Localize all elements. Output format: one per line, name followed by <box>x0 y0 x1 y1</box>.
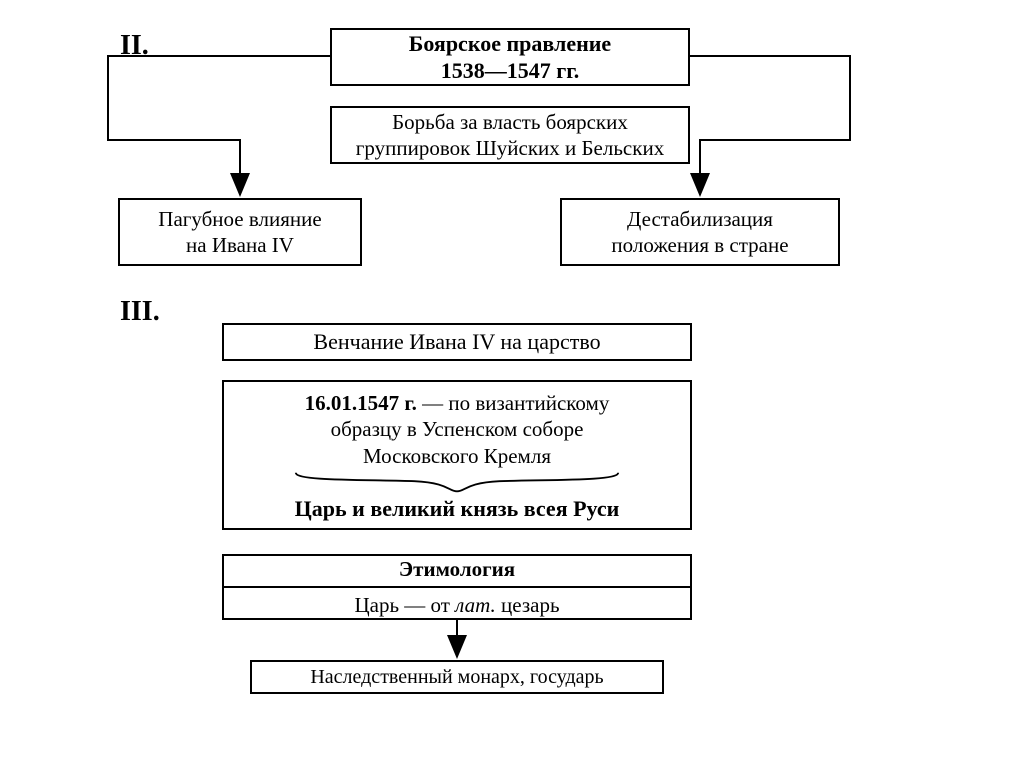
box7-line: Царь — от лат. цезарь <box>354 588 559 622</box>
box-etymology: Этимология Царь — от лат. цезарь <box>222 554 692 620</box>
box3-line2: на Ивана IV <box>186 232 294 258</box>
box1-line1: Боярское правление <box>409 30 611 58</box>
box6-line3: Московского Кремля <box>363 443 551 469</box>
box7-title: Этимология <box>224 552 690 588</box>
box7-b: цезарь <box>496 593 560 617</box>
box6-rest1: — по византийскому <box>417 391 610 415</box>
box1-line2: 1538—1547 гг. <box>441 57 580 85</box>
box6-result: Царь и великий князь всея Руси <box>295 495 620 523</box>
box8-text: Наследственный монарх, государь <box>310 665 603 690</box>
box-monarch: Наследственный монарх, государь <box>250 660 664 694</box>
box-coronation: Венчание Ивана IV на царство <box>222 323 692 361</box>
box7-italic: лат. <box>455 593 496 617</box>
box6-date: 16.01.1547 г. <box>305 391 417 415</box>
box6-line2: образцу в Успенском соборе <box>331 416 584 442</box>
box4-line1: Дестабилизация <box>627 206 773 232</box>
box5-text: Венчание Ивана IV на царство <box>313 328 600 356</box>
box-boyar-rule: Боярское правление 1538—1547 гг. <box>330 28 690 86</box>
box-coronation-details: 16.01.1547 г. — по византийскому образцу… <box>222 380 692 530</box>
box-harmful-influence: Пагубное влияние на Ивана IV <box>118 198 362 266</box>
box-destabilization: Дестабилизация положения в стране <box>560 198 840 266</box>
box6-line1: 16.01.1547 г. — по византийскому <box>305 390 610 416</box>
section-label-ii: II. <box>120 30 149 62</box>
box-power-struggle: Борьба за власть боярских группировок Шу… <box>330 106 690 164</box>
box3-line1: Пагубное влияние <box>158 206 321 232</box>
box2-line2: группировок Шуйских и Бельских <box>356 135 664 161</box>
section-label-iii: III. <box>120 296 160 328</box>
curly-brace-icon <box>257 471 657 495</box>
box7-a: Царь — от <box>354 593 455 617</box>
box2-line1: Борьба за власть боярских <box>392 109 628 135</box>
box4-line2: положения в стране <box>611 232 788 258</box>
